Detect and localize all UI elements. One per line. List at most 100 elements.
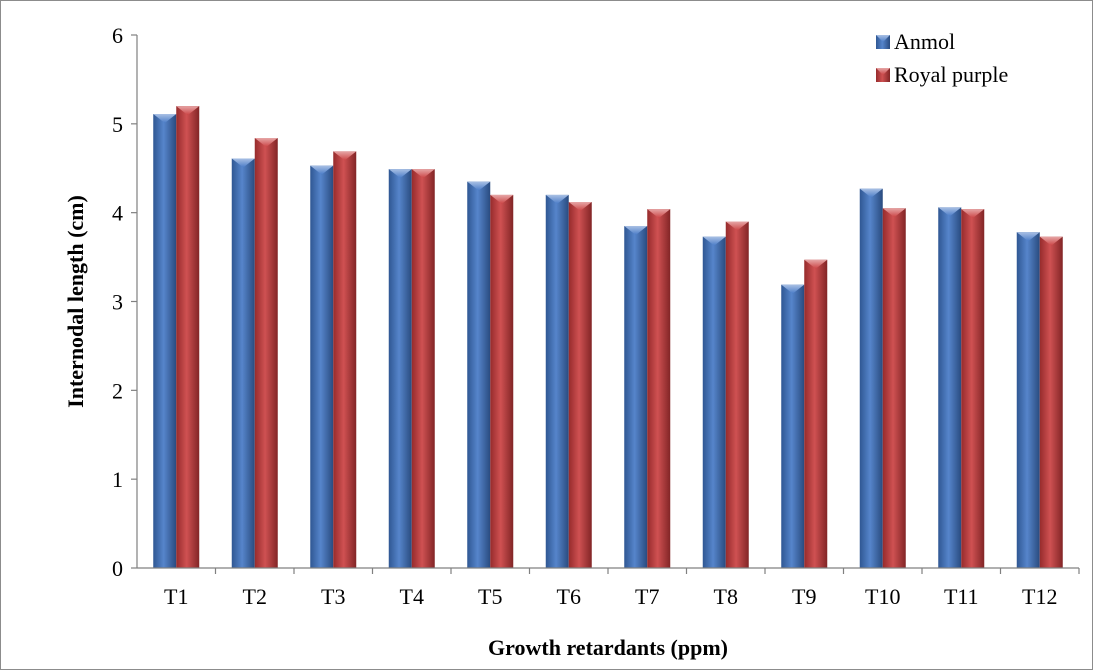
bar-body [388, 169, 412, 568]
bar-cap [153, 114, 177, 124]
bar-body [624, 225, 648, 568]
y-axis-title: Internodal length (cm) [63, 195, 88, 408]
bar-anmol-t5 [467, 181, 491, 568]
legend-item-anmol: Anmol [876, 29, 955, 54]
bar-body [725, 221, 749, 569]
bar-cap [961, 209, 985, 219]
bar-body [1016, 232, 1040, 568]
bar-cap [490, 194, 514, 204]
legend: Anmol Royal purple [876, 29, 1008, 87]
y-tick-label: 2 [112, 378, 123, 403]
x-axis-ticks: T1 T2 T3 T4 T5 T6 T7 T8 T9 T10 T11 T12 [164, 568, 1080, 609]
bar-cap [882, 208, 906, 218]
bar-body [254, 138, 278, 568]
bar-royal-purple-t8 [725, 221, 749, 569]
bar-cap [176, 106, 200, 116]
bar-cap [804, 259, 828, 269]
x-axis-title: Growth retardants (ppm) [488, 635, 728, 660]
bar-cap [388, 169, 412, 179]
bar-royal-purple-t5 [490, 194, 514, 568]
bar-body [568, 202, 592, 569]
bars-layer [153, 106, 1063, 569]
bar-cap [310, 165, 334, 175]
bar-royal-purple-t9 [804, 259, 828, 568]
bar-anmol-t3 [310, 165, 334, 568]
bar-anmol-t2 [231, 158, 255, 568]
y-tick-label: 3 [112, 290, 123, 315]
y-tick-label: 4 [112, 201, 123, 226]
bar-royal-purple-t10 [882, 208, 906, 568]
bar-royal-purple-t3 [333, 151, 357, 568]
y-tick-label: 0 [112, 556, 123, 581]
bar-body [310, 165, 334, 568]
bar-cap [411, 169, 435, 179]
y-axis-ticks: 0 1 2 3 4 5 6 [112, 23, 137, 581]
x-tick-label: T7 [635, 584, 659, 609]
legend-swatch-cap [876, 35, 890, 42]
bar-cap [254, 138, 278, 148]
bar-anmol-t6 [545, 194, 569, 568]
bar-cap [938, 207, 962, 217]
x-tick-label: T11 [944, 584, 979, 609]
bar-body [859, 188, 883, 568]
bar-cap [859, 188, 883, 198]
bar-body [882, 208, 906, 568]
bar-body [153, 114, 177, 568]
bar-body [231, 158, 255, 568]
bar-body [938, 207, 962, 568]
legend-label: Anmol [894, 29, 955, 54]
bar-cap [333, 151, 357, 161]
bar-body [961, 209, 985, 568]
y-tick-label: 5 [112, 112, 123, 137]
bar-cap [231, 158, 255, 168]
x-tick-label: T9 [792, 584, 816, 609]
bar-cap [568, 202, 592, 212]
bar-anmol-t12 [1016, 232, 1040, 568]
bar-anmol-t9 [781, 284, 805, 568]
x-tick-label: T12 [1022, 584, 1057, 609]
x-tick-label: T6 [557, 584, 581, 609]
x-tick-label: T1 [164, 584, 188, 609]
bar-body [545, 194, 569, 568]
bar-royal-purple-t6 [568, 202, 592, 569]
bar-anmol-t7 [624, 225, 648, 568]
bar-body [333, 151, 357, 568]
bar-anmol-t10 [859, 188, 883, 568]
legend-swatch-cap [876, 68, 890, 75]
bar-royal-purple-t7 [647, 209, 671, 568]
bar-cap [1039, 236, 1063, 246]
bar-cap [545, 194, 569, 204]
bar-anmol-t11 [938, 207, 962, 568]
bar-royal-purple-t2 [254, 138, 278, 568]
bar-body [467, 181, 491, 568]
bar-body [804, 259, 828, 568]
y-tick-label: 1 [112, 467, 123, 492]
legend-item-royal-purple: Royal purple [876, 62, 1008, 87]
x-tick-label: T3 [321, 584, 345, 609]
bar-body [647, 209, 671, 568]
x-tick-label: T4 [400, 584, 424, 609]
bar-cap [467, 181, 491, 191]
x-tick-label: T5 [478, 584, 502, 609]
bar-anmol-t1 [153, 114, 177, 568]
bar-anmol-t8 [702, 236, 726, 568]
bar-body [1039, 236, 1063, 568]
x-tick-label: T2 [243, 584, 267, 609]
bar-cap [702, 236, 726, 246]
x-tick-label: T8 [714, 584, 738, 609]
bar-royal-purple-t4 [411, 169, 435, 568]
bar-cap [1016, 232, 1040, 242]
x-tick-label: T10 [865, 584, 900, 609]
y-tick-label: 6 [112, 23, 123, 48]
legend-label: Royal purple [894, 62, 1008, 87]
bar-cap [647, 209, 671, 219]
bar-body [176, 106, 200, 569]
bar-body [490, 194, 514, 568]
bar-cap [781, 284, 805, 294]
bar-body [411, 169, 435, 568]
bar-royal-purple-t1 [176, 106, 200, 569]
bar-cap [624, 225, 648, 235]
bar-body [702, 236, 726, 568]
